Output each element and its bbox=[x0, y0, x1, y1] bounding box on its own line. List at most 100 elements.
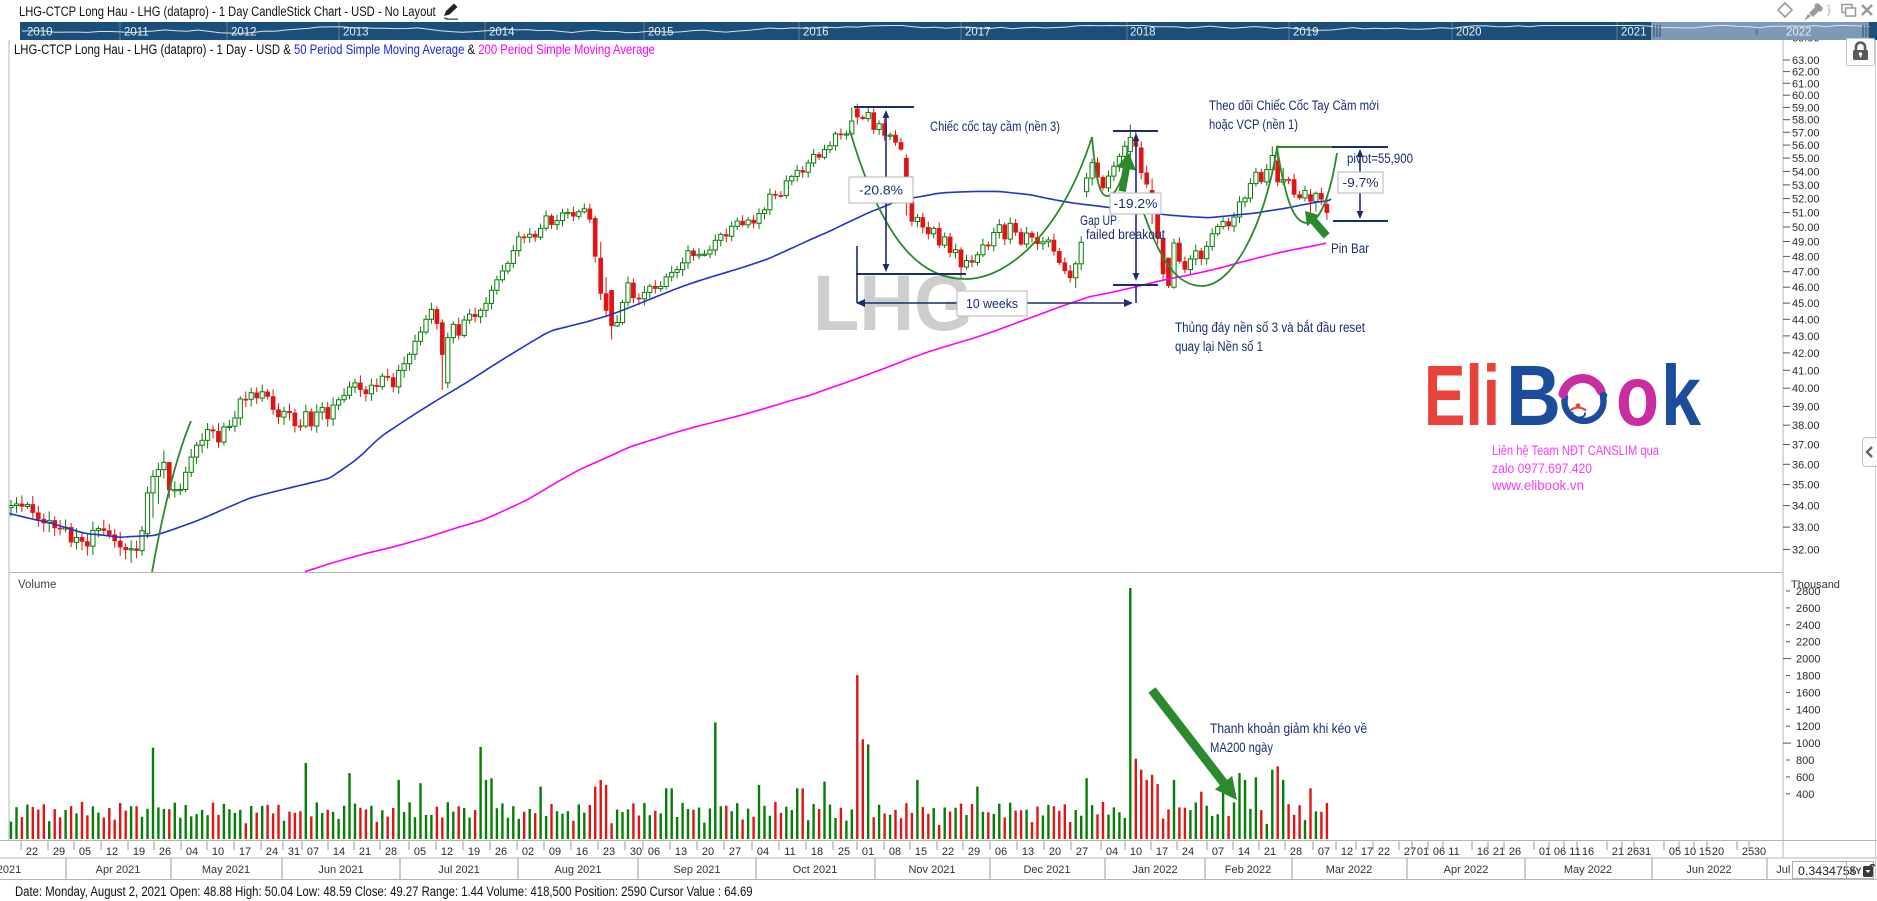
svg-text:25: 25 bbox=[838, 846, 850, 858]
svg-text:2010: 2010 bbox=[27, 27, 53, 39]
svg-text:50.00: 50.00 bbox=[1792, 222, 1820, 234]
svg-text:07: 07 bbox=[1212, 846, 1224, 858]
svg-text:16: 16 bbox=[1477, 846, 1489, 858]
svg-text:05: 05 bbox=[414, 846, 426, 858]
svg-text:05: 05 bbox=[1669, 846, 1681, 858]
svg-text:06: 06 bbox=[995, 846, 1007, 858]
svg-text:24: 24 bbox=[266, 846, 278, 858]
svg-text:-9.7%: -9.7% bbox=[1343, 175, 1379, 190]
svg-text:600: 600 bbox=[1796, 772, 1814, 784]
svg-text:MA200 ngày: MA200 ngày bbox=[1210, 740, 1273, 755]
svg-text:45.00: 45.00 bbox=[1792, 298, 1820, 310]
svg-text:52.00: 52.00 bbox=[1792, 194, 1820, 206]
svg-text:28: 28 bbox=[1290, 846, 1302, 858]
svg-text:2017: 2017 bbox=[965, 27, 991, 39]
svg-text:01: 01 bbox=[1539, 846, 1551, 858]
svg-text:21: 21 bbox=[1612, 846, 1624, 858]
svg-text:27: 27 bbox=[729, 846, 741, 858]
svg-text:-20.8%: -20.8% bbox=[859, 182, 903, 197]
svg-text:Thousand: Thousand bbox=[1791, 579, 1840, 591]
svg-text:2020: 2020 bbox=[1456, 27, 1482, 39]
svg-text:2012: 2012 bbox=[231, 27, 257, 39]
svg-text:08: 08 bbox=[889, 846, 901, 858]
svg-text:06: 06 bbox=[1433, 846, 1445, 858]
svg-text:10: 10 bbox=[1130, 846, 1142, 858]
svg-text:Pin Bar: Pin Bar bbox=[1331, 241, 1369, 256]
svg-text:10: 10 bbox=[212, 846, 224, 858]
svg-text:Theo dõi Chiếc Cốc Tay Cầm mới: Theo dõi Chiếc Cốc Tay Cầm mới bbox=[1209, 98, 1379, 113]
svg-text:26: 26 bbox=[159, 846, 171, 858]
svg-text:46.00: 46.00 bbox=[1792, 282, 1820, 294]
svg-text:1600: 1600 bbox=[1796, 687, 1820, 699]
svg-text:Apr 2021: Apr 2021 bbox=[96, 864, 141, 876]
svg-text:11: 11 bbox=[1448, 846, 1459, 858]
svg-text:2021: 2021 bbox=[1621, 27, 1647, 39]
svg-text:04: 04 bbox=[757, 846, 769, 858]
svg-text:16: 16 bbox=[1582, 846, 1594, 858]
svg-text:400: 400 bbox=[1796, 789, 1814, 801]
svg-text:Eli: Eli bbox=[1424, 349, 1500, 444]
svg-text:14: 14 bbox=[1238, 846, 1250, 858]
svg-text:40.00: 40.00 bbox=[1792, 383, 1820, 395]
svg-text:28: 28 bbox=[385, 846, 397, 858]
svg-text:1400: 1400 bbox=[1796, 704, 1820, 716]
svg-text:36.00: 36.00 bbox=[1792, 459, 1820, 471]
svg-text:2011: 2011 bbox=[124, 27, 149, 39]
svg-text:11: 11 bbox=[784, 846, 795, 858]
svg-text:55.00: 55.00 bbox=[1792, 153, 1820, 165]
svg-text:07: 07 bbox=[1318, 846, 1330, 858]
svg-text:33.00: 33.00 bbox=[1792, 522, 1820, 534]
svg-text:41.00: 41.00 bbox=[1792, 365, 1820, 377]
svg-text:12: 12 bbox=[106, 846, 118, 858]
svg-text:2019: 2019 bbox=[1293, 27, 1319, 39]
svg-text:24: 24 bbox=[1182, 846, 1194, 858]
svg-text:-19.2%: -19.2% bbox=[1114, 196, 1158, 211]
svg-text:49.00: 49.00 bbox=[1792, 237, 1820, 249]
svg-text:26: 26 bbox=[495, 846, 507, 858]
svg-text:1000: 1000 bbox=[1796, 738, 1820, 750]
svg-text:27: 27 bbox=[1404, 846, 1416, 858]
svg-text:May 2022: May 2022 bbox=[1564, 864, 1612, 876]
svg-text:21: 21 bbox=[1493, 846, 1505, 858]
svg-text:Aug 2021: Aug 2021 bbox=[554, 864, 601, 876]
svg-text:19: 19 bbox=[133, 846, 145, 858]
svg-text:Gap UP: Gap UP bbox=[1080, 213, 1117, 228]
svg-text:failed breakout: failed breakout bbox=[1086, 227, 1165, 242]
svg-text:30: 30 bbox=[1754, 846, 1766, 858]
svg-text:12: 12 bbox=[441, 846, 453, 858]
svg-text:06: 06 bbox=[1554, 846, 1566, 858]
svg-text:2800: 2800 bbox=[1796, 586, 1820, 598]
svg-text:Liên hệ Team NĐT CANSLIM qua: Liên hệ Team NĐT CANSLIM qua bbox=[1492, 443, 1659, 458]
svg-text:43.00: 43.00 bbox=[1792, 331, 1820, 343]
svg-text:2016: 2016 bbox=[803, 27, 829, 39]
svg-text:Apr 2022: Apr 2022 bbox=[1444, 864, 1489, 876]
svg-text:10: 10 bbox=[1684, 846, 1696, 858]
svg-text:23: 23 bbox=[603, 846, 615, 858]
svg-text:Feb 2022: Feb 2022 bbox=[1225, 864, 1271, 876]
svg-text:800: 800 bbox=[1796, 755, 1814, 767]
svg-text:17: 17 bbox=[1156, 846, 1168, 858]
svg-text:21: 21 bbox=[1264, 846, 1276, 858]
svg-text:Dec 2021: Dec 2021 bbox=[1023, 864, 1070, 876]
svg-text:59.00: 59.00 bbox=[1792, 102, 1820, 114]
svg-text:25: 25 bbox=[1742, 846, 1754, 858]
svg-text:13: 13 bbox=[1022, 846, 1034, 858]
svg-text:39.00: 39.00 bbox=[1792, 401, 1820, 413]
svg-text:53.00: 53.00 bbox=[1792, 180, 1820, 192]
svg-text:15: 15 bbox=[1699, 846, 1711, 858]
svg-text:22: 22 bbox=[26, 846, 38, 858]
svg-text:06: 06 bbox=[648, 846, 660, 858]
svg-text:54.00: 54.00 bbox=[1792, 166, 1820, 178]
svg-text:26: 26 bbox=[1509, 846, 1521, 858]
svg-text:B: B bbox=[1506, 349, 1561, 444]
svg-text:47.00: 47.00 bbox=[1792, 267, 1820, 279]
svg-text:www.elibook.vn: www.elibook.vn bbox=[1491, 478, 1584, 493]
svg-text:01: 01 bbox=[862, 846, 874, 858]
svg-text:42.00: 42.00 bbox=[1792, 348, 1820, 360]
svg-text:37.00: 37.00 bbox=[1792, 440, 1820, 452]
svg-text:20: 20 bbox=[702, 846, 714, 858]
svg-text:Nov 2021: Nov 2021 bbox=[908, 864, 955, 876]
svg-text:29: 29 bbox=[53, 846, 65, 858]
svg-text:48.00: 48.00 bbox=[1792, 251, 1820, 263]
svg-text:Jan 2022: Jan 2022 bbox=[1132, 864, 1177, 876]
